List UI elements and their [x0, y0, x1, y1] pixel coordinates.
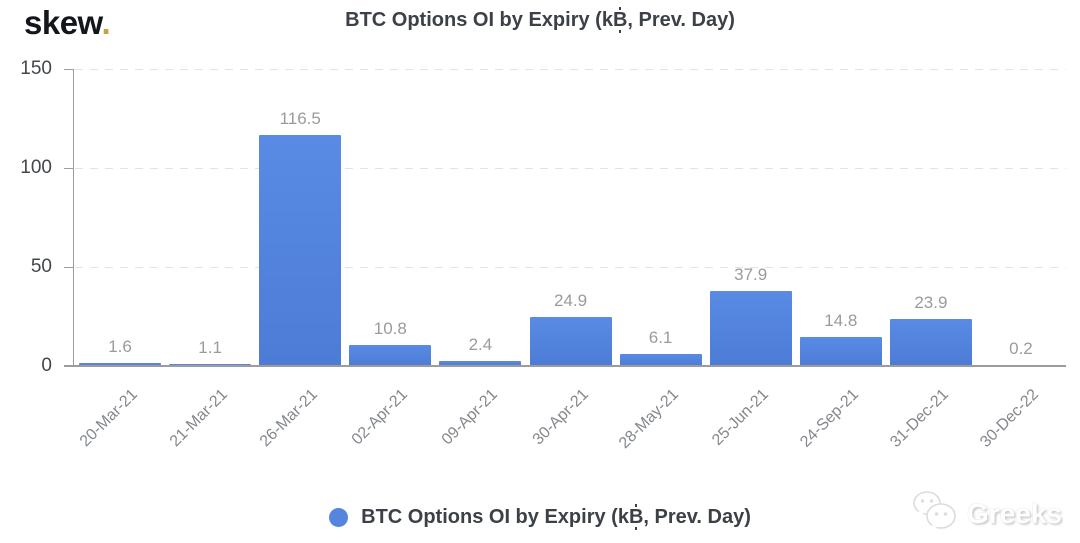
bar-value-label: 24.9: [553, 290, 588, 310]
bitcoin-symbol: B: [612, 7, 628, 33]
bar-28-May-21[interactable]: [619, 353, 702, 366]
x-tick-label: 30-Dec-22: [977, 386, 1042, 451]
bar-24-Sep-21[interactable]: [799, 336, 882, 366]
bitcoin-symbol: B: [628, 504, 644, 530]
y-tick-label: 0: [41, 355, 52, 376]
chart-title: BTC Options OI by Expiry (kB, Prev. Day): [0, 7, 1080, 33]
x-tick-label: 21-Mar-21: [166, 386, 232, 451]
skew-logo-text: skew: [24, 4, 102, 41]
bar-value-label: 2.4: [468, 335, 493, 355]
legend-label: BTC Options OI by Expiry (kB, Prev. Day): [361, 504, 751, 530]
gridline-y-100: [75, 168, 1066, 169]
y-tick-label: 100: [20, 157, 52, 178]
y-tick-label: 150: [20, 58, 52, 79]
skew-logo-dot: .: [101, 4, 111, 41]
legend-label-pre: BTC Options OI by Expiry (k: [361, 506, 629, 528]
y-axis-tick: [64, 267, 73, 268]
legend-label-post: , Prev. Day): [643, 506, 751, 528]
x-tick-label: 31-Dec-21: [887, 386, 952, 451]
x-tick-label: 09-Apr-21: [439, 386, 502, 449]
chart-title-post: , Prev. Day): [627, 9, 735, 31]
skew-logo[interactable]: skew.: [24, 4, 111, 42]
bar-value-label: 1.1: [198, 337, 222, 357]
bar-31-Dec-21[interactable]: [889, 318, 972, 366]
bar-02-Apr-21[interactable]: [349, 344, 432, 366]
y-axis-tick: [64, 69, 73, 70]
bar-value-label: 23.9: [914, 292, 948, 312]
bar-value-label: 37.9: [734, 264, 768, 284]
legend-marker-dot: [329, 508, 349, 527]
bar-30-Apr-21[interactable]: [529, 316, 612, 366]
chart-legend[interactable]: BTC Options OI by Expiry (kB, Prev. Day): [0, 504, 1080, 530]
y-axis-tick: [64, 168, 73, 169]
y-axis-line: [73, 69, 74, 366]
x-tick-label: 25-Jun-21: [708, 386, 772, 449]
y-tick-label: 50: [30, 256, 52, 277]
gridline-y-50: [75, 267, 1066, 268]
x-axis-baseline: [64, 365, 1066, 367]
bar-value-label: 0.2: [1009, 339, 1033, 358]
bar-20-Mar-21[interactable]: [79, 362, 162, 366]
gridline-y-150: [75, 69, 1066, 70]
bar-25-Jun-21[interactable]: [709, 290, 792, 366]
bar-value-label: 116.5: [279, 109, 321, 129]
bar-value-label: 14.8: [824, 310, 858, 330]
bar-09-Apr-21[interactable]: [439, 361, 522, 366]
bar-value-label: 1.6: [108, 336, 132, 356]
x-tick-label: 20-Mar-21: [76, 386, 142, 451]
x-tick-label: 28-May-21: [615, 386, 682, 453]
bar-value-label: 6.1: [648, 327, 673, 347]
x-tick-label: 02-Apr-21: [348, 386, 412, 449]
bar-26-Mar-21[interactable]: [259, 135, 342, 366]
x-tick-label: 26-Mar-21: [257, 386, 322, 451]
x-tick-label: 24-Sep-21: [796, 386, 862, 451]
bar-value-label: 10.8: [373, 318, 407, 338]
x-tick-label: 30-Apr-21: [529, 386, 592, 449]
chart-title-pre: BTC Options OI by Expiry (k: [345, 9, 613, 31]
bar-21-Mar-21[interactable]: [169, 363, 252, 366]
